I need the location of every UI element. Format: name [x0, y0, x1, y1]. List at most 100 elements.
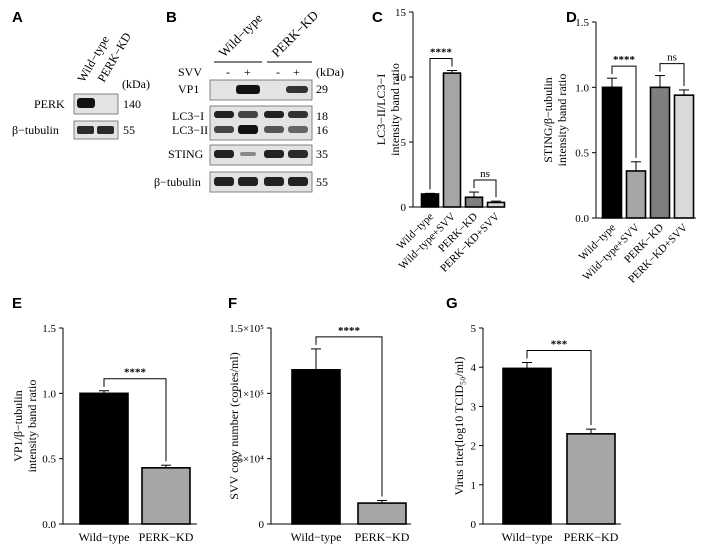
chart-f-y-axis-title-line: SVV copy number (copies/ml) — [227, 352, 241, 499]
chart-e-significance-label: **** — [124, 367, 147, 379]
chart-g-category-label: PERK−KD — [564, 530, 619, 544]
chart-c-significance-bracket — [429, 58, 453, 190]
chart-d-bar — [673, 94, 695, 219]
chart-c-y-tick-label: 0 — [401, 202, 407, 214]
chart-c-y-tick-label: 15 — [395, 7, 407, 19]
chart-e-y-axis-title: VP1/β−tubulinintensity band ratio — [11, 380, 39, 473]
blot-b-svv-mark-1: - — [226, 65, 230, 79]
panel-letter-f: F — [228, 295, 237, 312]
chart-c: C 0 5 10 15 LC3−II/LC3−Iintensity band ratio… — [372, 7, 506, 275]
chart-g-y-tick-label: 3 — [471, 401, 477, 413]
blot-a-band-perk-wt — [77, 98, 95, 108]
blot-b-band-lc3i-1 — [214, 111, 234, 118]
chart-e-bar — [141, 467, 191, 525]
chart-g-y-axis-title: Virus titer(log10 TCID₅₀/ml) — [452, 357, 466, 496]
blot-b-band-tubulin-3 — [264, 177, 284, 186]
chart-d-y-tick-label: 1.5 — [575, 17, 589, 29]
blot-b-band-sting-2 — [240, 152, 256, 156]
chart-g-y-tick-label: 0 — [471, 519, 477, 531]
chart-c-y-axis-title-line: LC3−II/LC3−I — [374, 74, 388, 146]
chart-e-category-label: Wild−type — [79, 530, 130, 544]
chart-d-y-axis-title-line: STING/β−tubulin — [541, 77, 555, 163]
chart-f-y-tick-label: 5×10⁴ — [237, 454, 264, 466]
chart-e: E 0.0 0.5 1.0 1.5 VP1/β−tubulinintensity ban… — [11, 295, 197, 544]
blot-b-strip-vp1 — [209, 79, 313, 101]
chart-d-significance-label: **** — [613, 54, 636, 66]
blot-b-kda-sting: 35 — [316, 147, 328, 161]
chart-f-significance-bracket — [315, 336, 383, 497]
blot-b-band-lc3ii-1 — [214, 126, 234, 133]
blot-b-band-sting-1 — [214, 150, 234, 158]
chart-d-bar — [649, 86, 671, 219]
chart-e-y-tick-label: 1.5 — [42, 323, 56, 335]
blot-b-kda-vp1: 29 — [316, 82, 328, 96]
panel-letter-b: B — [166, 9, 177, 26]
chart-d-y-tick-label: 0.0 — [575, 213, 589, 225]
chart-c-significance-label: ns — [480, 168, 490, 180]
chart-c-y-axis-title-line: intensity band ratio — [388, 63, 402, 156]
chart-d-y-axis-title-line: intensity band ratio — [555, 74, 569, 167]
blot-b-band-lc3ii-2 — [238, 125, 258, 134]
blot-a-band-tubulin-wt — [77, 126, 94, 134]
blot-b-label-tubulin: β−tubulin — [154, 175, 201, 189]
chart-e-y-axis-title-line: VP1/β−tubulin — [11, 390, 25, 462]
chart-d-bar — [625, 170, 647, 219]
panel-letter-g: G — [446, 295, 458, 312]
chart-f-y-tick-label: 1×10⁵ — [237, 388, 264, 400]
chart-d-y-tick-label: 0.5 — [575, 148, 589, 160]
chart-f-y-tick-label: 1.5×10⁵ — [229, 323, 264, 335]
chart-g: G 0 1 2 3 4 5 Virus titer(log10 TCID₅₀/ml) Wild… — [446, 295, 621, 544]
blot-b-group-label-wildtype: Wild−type — [216, 10, 266, 60]
chart-e-bar — [79, 392, 129, 525]
panel-letter-c: C — [372, 9, 383, 26]
chart-c-bar — [486, 201, 506, 208]
panel-letter-a: A — [12, 9, 23, 26]
blot-a-kda-header: (kDa) — [122, 77, 150, 91]
blot-b-kda-tubulin: 55 — [316, 175, 328, 189]
blot-b-label-vp1: VP1 — [178, 82, 199, 96]
chart-f-bar — [357, 502, 407, 525]
chart-g-bar — [502, 367, 552, 525]
blot-a-strip-tubulin — [73, 120, 119, 140]
blot-b-band-sting-4 — [288, 150, 308, 158]
blot-b-kda-header: (kDa) — [316, 65, 344, 79]
panel-b-blot: B Wild−type PERK−KD SVV - + - + (kDa) VP… — [154, 8, 344, 193]
blot-b-label-sting: STING — [168, 147, 204, 161]
blot-b-band-vp1-kd-svv — [286, 86, 308, 93]
chart-f-y-tick-label: 0 — [259, 519, 265, 531]
chart-g-significance-bracket — [526, 349, 592, 426]
blot-a-kda-perk: 140 — [123, 97, 141, 111]
blot-b-band-sting-3 — [264, 150, 284, 158]
chart-d-significance-bracket — [659, 63, 685, 86]
chart-g-bar — [566, 433, 616, 525]
blot-a-label-tubulin: β−tubulin — [12, 123, 59, 137]
chart-d-y-axis-title: STING/β−tubulinintensity band ratio — [541, 74, 569, 167]
panel-letter-d: D — [566, 9, 577, 26]
chart-f-bar — [291, 369, 341, 525]
blot-b-label-lc3i: LC3−I — [172, 109, 204, 123]
chart-d-significance-bracket — [611, 65, 637, 158]
chart-c-significance-label: **** — [430, 47, 453, 59]
chart-g-category-label: Wild−type — [502, 530, 553, 544]
panel-letter-e: E — [12, 295, 22, 312]
blot-b-band-lc3i-3 — [264, 111, 284, 118]
chart-c-y-tick-label: 5 — [401, 137, 407, 149]
chart-c-bar — [420, 193, 440, 208]
chart-d: D 0.0 0.5 1.0 1.5 STING/β−tubulinintensity b… — [541, 9, 696, 286]
blot-b-svv-mark-2: + — [244, 65, 251, 79]
chart-f-significance-label: **** — [338, 325, 361, 337]
chart-f-category-label: Wild−type — [291, 530, 342, 544]
blot-b-group-label-perkkd: PERK−KD — [269, 8, 322, 61]
blot-b-strip-sting — [209, 144, 313, 166]
chart-e-significance-bracket — [103, 378, 167, 462]
chart-d-significance-label: ns — [667, 52, 677, 64]
chart-d-y-tick-label: 1.0 — [575, 82, 589, 94]
blot-a-label-perk: PERK — [34, 97, 65, 111]
blot-a-kda-tubulin: 55 — [123, 123, 135, 137]
blot-b-band-tubulin-4 — [288, 177, 308, 186]
chart-g-y-axis-title-line: Virus titer(log10 TCID₅₀/ml) — [452, 357, 466, 496]
chart-f: F 0 5×10⁴ 1×10⁵ 1.5×10⁵ SVV copy number (cop… — [227, 295, 411, 544]
blot-b-svv-label: SVV — [178, 65, 202, 79]
chart-f-y-axis-title: SVV copy number (copies/ml) — [227, 352, 241, 499]
